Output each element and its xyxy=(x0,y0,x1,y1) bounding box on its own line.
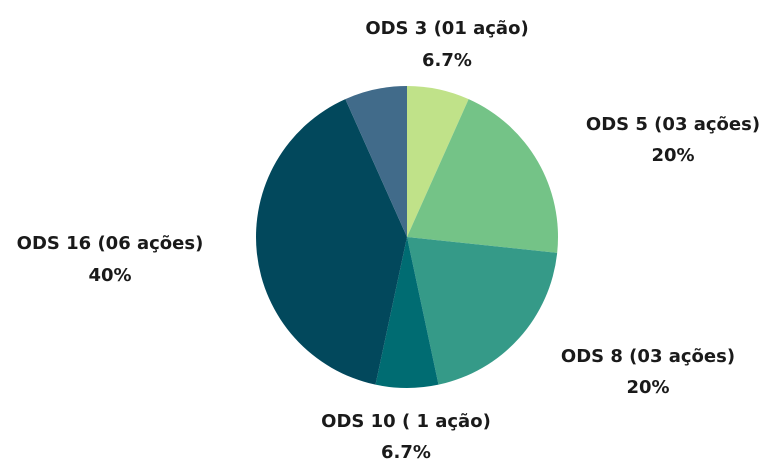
slice-value-ods-3: 6.7% xyxy=(422,50,472,71)
slice-value-ods-16: 40% xyxy=(88,265,131,286)
pie-slice-6 xyxy=(345,86,407,237)
pie-slice-2 xyxy=(407,99,559,253)
slice-label-ods-10: ODS 10 ( 1 ação) xyxy=(321,411,491,432)
pie-slice-5 xyxy=(256,99,407,385)
slice-label-ods-3: ODS 3 (01 ação) xyxy=(365,18,528,39)
slice-label-ods-8: ODS 8 (03 ações) xyxy=(561,346,735,367)
pie-slice-1 xyxy=(407,86,469,237)
pie-slice-3 xyxy=(407,237,558,385)
pie-slice-4 xyxy=(375,237,439,388)
pie-slices xyxy=(256,86,559,388)
slice-value-ods-8: 20% xyxy=(626,377,669,398)
slice-value-ods-5: 20% xyxy=(651,145,694,166)
slice-label-ods-16: ODS 16 (06 ações) xyxy=(17,233,204,254)
slice-label-ods-5: ODS 5 (03 ações) xyxy=(586,114,760,135)
slice-value-ods-10: 6.7% xyxy=(381,442,431,461)
